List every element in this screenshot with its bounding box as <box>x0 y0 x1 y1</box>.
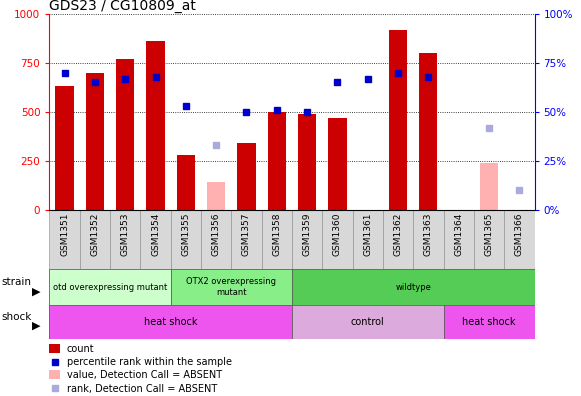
Bar <box>322 210 353 269</box>
Text: value, Detection Call = ABSENT: value, Detection Call = ABSENT <box>67 370 222 380</box>
Bar <box>292 269 535 305</box>
Bar <box>86 72 104 210</box>
Bar <box>49 305 292 339</box>
Text: GSM1361: GSM1361 <box>363 213 372 256</box>
Bar <box>443 210 474 269</box>
Text: percentile rank within the sample: percentile rank within the sample <box>67 357 232 367</box>
Text: GSM1356: GSM1356 <box>211 213 221 256</box>
Text: ▶: ▶ <box>32 287 41 297</box>
Text: shock: shock <box>1 312 31 322</box>
Text: ▶: ▶ <box>32 321 41 331</box>
Bar <box>146 41 164 210</box>
Bar <box>49 210 80 269</box>
Bar <box>474 210 504 269</box>
Text: GSM1352: GSM1352 <box>91 213 99 256</box>
Text: GDS23 / CG10809_at: GDS23 / CG10809_at <box>49 0 196 13</box>
Bar <box>238 143 256 210</box>
Bar <box>171 269 292 305</box>
Text: wildtype: wildtype <box>395 283 431 291</box>
Text: GSM1353: GSM1353 <box>121 213 130 256</box>
Bar <box>419 53 437 210</box>
Text: rank, Detection Call = ABSENT: rank, Detection Call = ABSENT <box>67 384 217 394</box>
Bar <box>383 210 413 269</box>
Text: GSM1355: GSM1355 <box>181 213 191 256</box>
Bar <box>353 210 383 269</box>
Bar <box>171 210 201 269</box>
Bar <box>298 114 316 210</box>
Text: otd overexpressing mutant: otd overexpressing mutant <box>53 283 167 291</box>
Text: control: control <box>351 317 385 327</box>
Text: GSM1366: GSM1366 <box>515 213 524 256</box>
Text: GSM1359: GSM1359 <box>303 213 311 256</box>
Text: GSM1357: GSM1357 <box>242 213 251 256</box>
Bar <box>116 59 134 210</box>
Bar <box>231 210 261 269</box>
Text: GSM1362: GSM1362 <box>393 213 403 256</box>
Text: GSM1358: GSM1358 <box>272 213 281 256</box>
Bar <box>268 112 286 210</box>
Bar <box>49 269 171 305</box>
Text: GSM1360: GSM1360 <box>333 213 342 256</box>
Bar <box>443 305 535 339</box>
Bar <box>261 210 292 269</box>
Bar <box>49 370 60 379</box>
Text: GSM1365: GSM1365 <box>485 213 493 256</box>
Bar <box>55 86 74 210</box>
Bar <box>413 210 443 269</box>
Bar <box>207 183 225 210</box>
Text: heat shock: heat shock <box>462 317 516 327</box>
Bar <box>292 305 443 339</box>
Text: count: count <box>67 344 95 354</box>
Bar <box>480 163 498 210</box>
Bar <box>177 155 195 210</box>
Text: GSM1364: GSM1364 <box>454 213 463 256</box>
Text: GSM1363: GSM1363 <box>424 213 433 256</box>
Bar <box>110 210 141 269</box>
Text: GSM1354: GSM1354 <box>151 213 160 256</box>
Text: strain: strain <box>1 277 31 287</box>
Bar <box>328 118 346 210</box>
Bar <box>504 210 535 269</box>
Bar <box>49 344 60 353</box>
Bar <box>141 210 171 269</box>
Text: GSM1351: GSM1351 <box>60 213 69 256</box>
Bar <box>80 210 110 269</box>
Bar <box>389 30 407 210</box>
Bar <box>201 210 231 269</box>
Bar <box>292 210 322 269</box>
Text: OTX2 overexpressing
mutant: OTX2 overexpressing mutant <box>187 278 277 297</box>
Text: heat shock: heat shock <box>144 317 198 327</box>
